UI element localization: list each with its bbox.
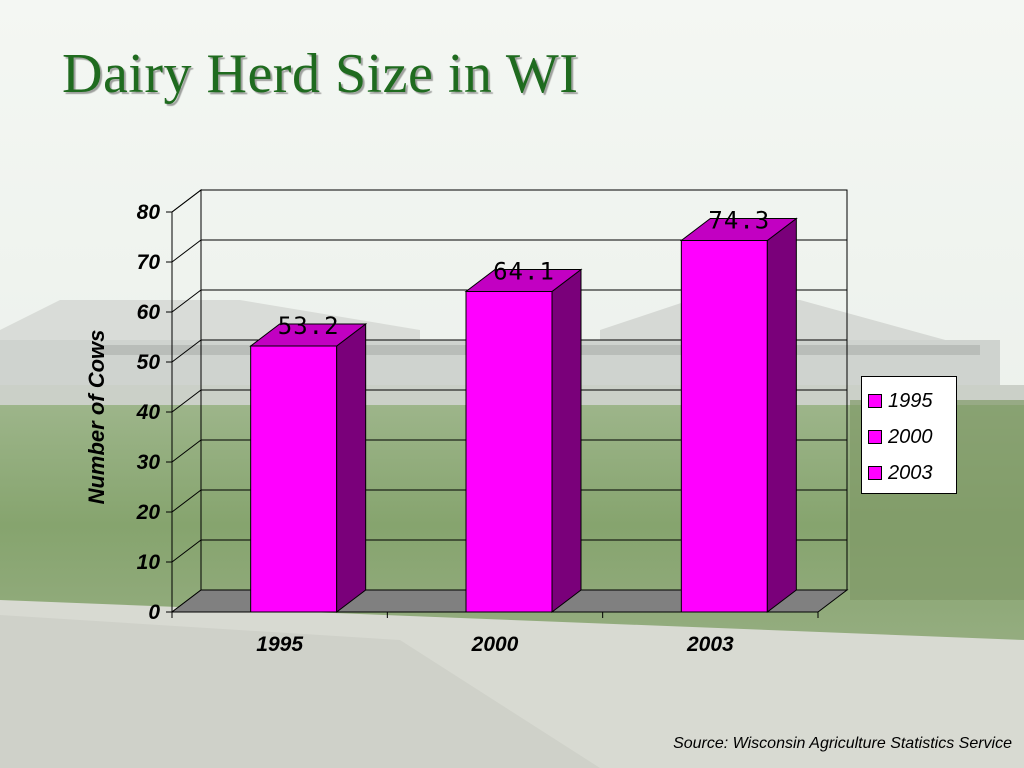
y-tick-label: 70 [137, 251, 161, 274]
bar-side [551, 268, 582, 614]
x-tick-label: 2000 [471, 633, 519, 656]
y-tick-label: 20 [136, 501, 161, 524]
gridline [171, 189, 847, 213]
legend-item: 2000 [868, 419, 956, 455]
chart-legend: 1995 2000 2003 [861, 376, 957, 494]
bar-top [249, 323, 368, 347]
gridline [171, 289, 847, 313]
bar-top [679, 218, 798, 241]
legend-label: 2000 [888, 425, 933, 448]
gridline [171, 489, 847, 513]
y-tick-label: 60 [137, 301, 161, 324]
legend-swatch [868, 394, 882, 408]
legend-label: 1995 [888, 389, 933, 412]
y-tick-label: 80 [137, 201, 161, 224]
bar-front [680, 240, 768, 613]
chart-gridlines [171, 189, 847, 563]
y-tick-label: 0 [148, 601, 160, 624]
source-note: Source: Wisconsin Agriculture Statistics… [673, 735, 1012, 752]
legend-item: 1995 [868, 383, 956, 419]
chart-bars [249, 217, 798, 614]
y-axis-label: Number of Cows [84, 330, 109, 505]
x-tick-label: 1995 [256, 633, 303, 656]
legend-swatch [868, 466, 882, 480]
bar-top [464, 269, 583, 292]
bar-data-label: 64.1 [493, 258, 555, 286]
slide-title: Dairy Herd Size in WI [62, 43, 579, 105]
legend-item: 2003 [868, 455, 956, 491]
legend-label: 2003 [888, 461, 933, 484]
y-axis-ticks: 0 10 20 30 40 50 60 70 80 [136, 201, 173, 624]
gridline [171, 339, 847, 363]
bar-side [766, 217, 797, 614]
bar-front [250, 345, 338, 613]
bar-side [336, 322, 367, 614]
gridline [171, 239, 847, 263]
bar-data-label: 53.2 [278, 312, 340, 340]
y-tick-label: 10 [137, 551, 161, 574]
gridline [171, 439, 847, 463]
bar-front [465, 291, 553, 613]
legend-swatch [868, 430, 882, 444]
x-tick-label: 2003 [686, 633, 734, 656]
x-axis-ticks: 1995 2000 2003 [171, 612, 819, 656]
bar-data-label: 74.3 [708, 207, 770, 235]
gridline [171, 389, 847, 413]
y-tick-label: 40 [136, 401, 161, 424]
bar [249, 322, 368, 614]
chart-data-labels: 53.2 64.1 74.3 [278, 207, 770, 341]
y-tick-label: 50 [137, 351, 161, 374]
gridline [171, 539, 847, 563]
bar [464, 268, 583, 614]
y-tick-label: 30 [137, 451, 161, 474]
bar [679, 217, 798, 614]
